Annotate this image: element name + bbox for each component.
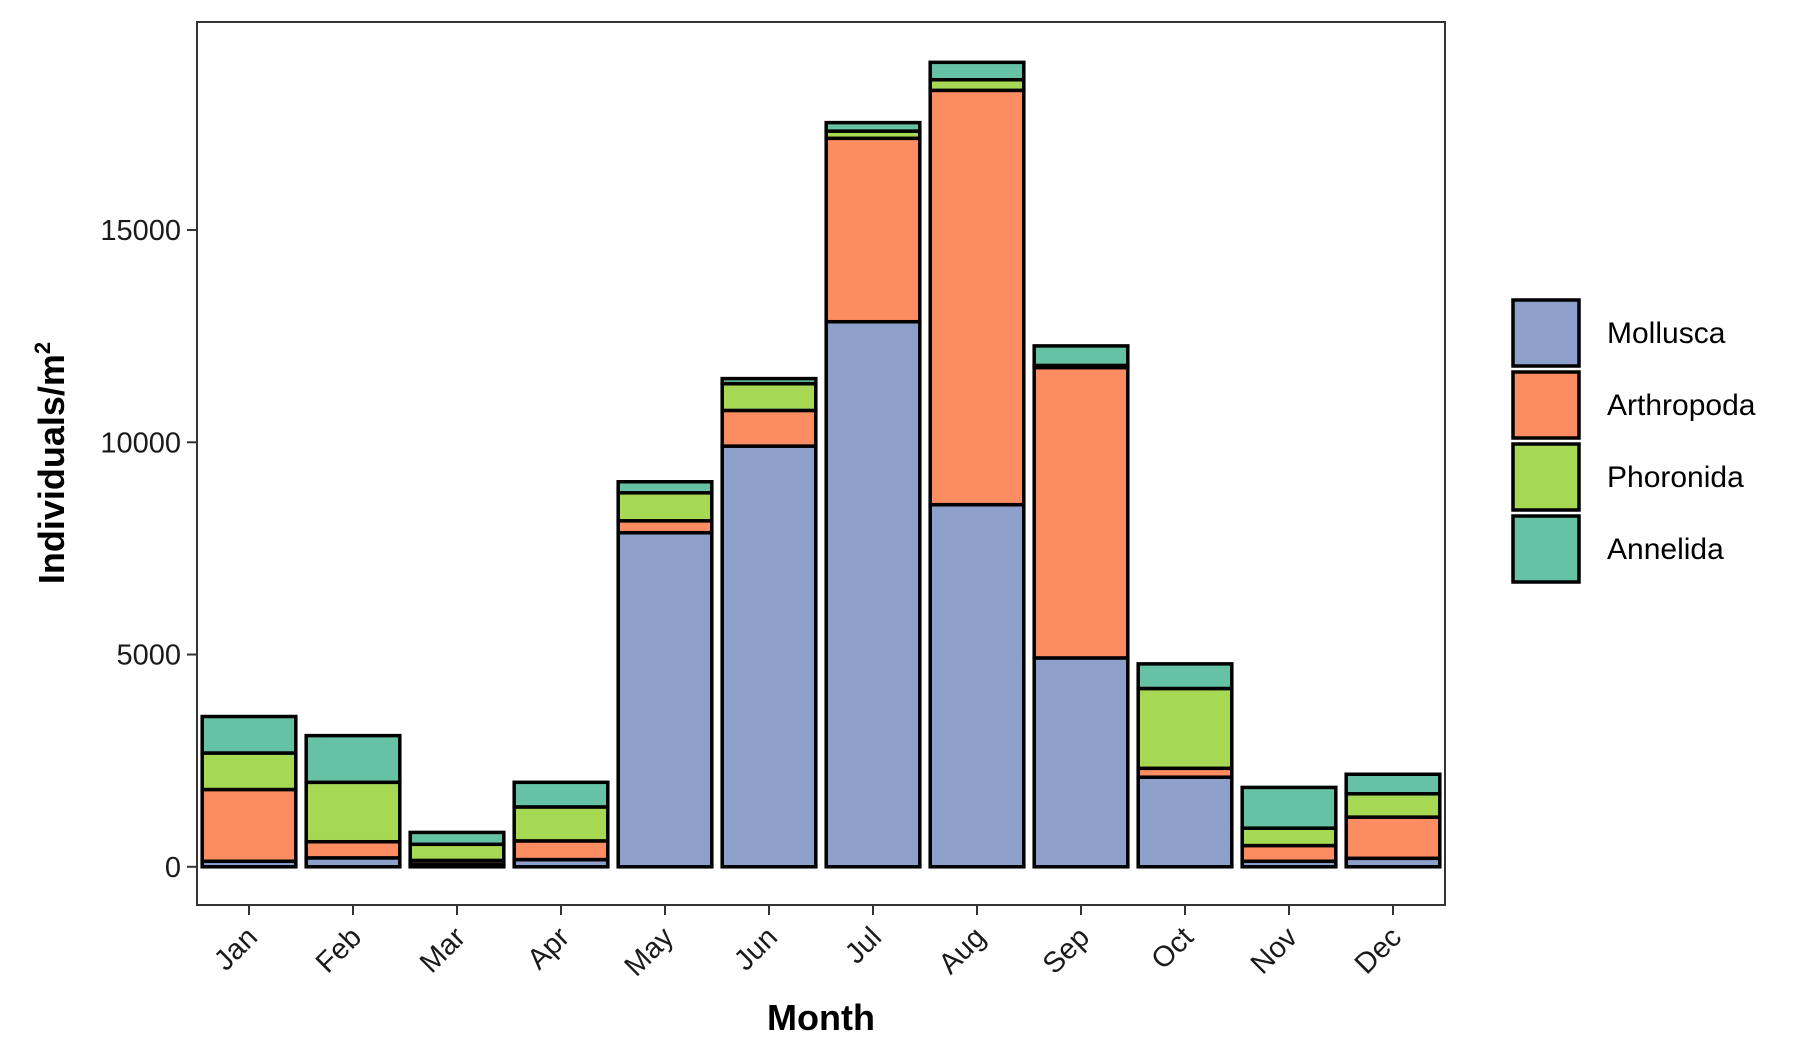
x-tick-label: Apr	[521, 921, 576, 976]
x-axis: Jan Feb Mar Apr May Jun Jul Aug Sep Oct Nov Dec	[208, 905, 1408, 983]
y-axis-title: Individuals/m2	[30, 342, 72, 584]
bar-segment-annelida-dec	[1344, 772, 1442, 796]
legend-key-annelida	[1511, 514, 1581, 584]
bar-segment-phoronida-apr	[512, 805, 610, 843]
bar-segment-arthropoda-may	[616, 519, 714, 535]
bar-segment-arthropoda-nov	[1240, 843, 1338, 864]
bar-segment-annelida-jun	[720, 376, 818, 386]
x-tick-label: Sep	[1037, 921, 1096, 980]
bar-segment-mollusca-may	[616, 530, 714, 869]
y-axis-title-text: Individuals/m	[31, 354, 72, 584]
bar-segment-arthropoda-aug	[928, 88, 1026, 507]
legend: Mollusca Arthropoda Phoronida Annelida	[1511, 298, 1756, 584]
bar-segment-phoronida-oct	[1136, 686, 1234, 771]
y-tick-label: 5000	[116, 640, 181, 672]
bar-segment-phoronida-may	[616, 491, 714, 523]
x-tick-label: Nov	[1245, 921, 1304, 980]
x-tick-label: Mar	[414, 921, 472, 979]
bar-segment-arthropoda-sep	[1032, 365, 1130, 660]
bar-segment-mollusca-jul	[824, 319, 922, 869]
x-tick-label: Jun	[728, 921, 784, 977]
bar-segment-annelida-nov	[1240, 785, 1338, 830]
bar-segment-annelida-oct	[1136, 662, 1234, 691]
legend-label-annelida: Annelida	[1607, 533, 1724, 566]
bar-segment-arthropoda-jul	[824, 136, 922, 324]
legend-key-phoronida	[1511, 442, 1581, 512]
bar-segment-mollusca-oct	[1136, 775, 1234, 869]
plot-panel-border	[196, 21, 1446, 906]
bar-segment-annelida-aug	[928, 60, 1026, 82]
legend-label-phoronida: Phoronida	[1607, 461, 1744, 494]
bar-segment-mollusca-sep	[1032, 656, 1130, 869]
legend-label-arthropoda: Arthropoda	[1607, 389, 1756, 422]
legend-label-mollusca: Mollusca	[1607, 317, 1726, 350]
x-tick-label: Aug	[933, 921, 992, 980]
bar-segment-arthropoda-feb	[304, 840, 402, 860]
y-tick-label: 0	[165, 852, 181, 884]
y-tick-label: 15000	[100, 215, 181, 247]
bar-segment-annelida-jan	[200, 714, 298, 755]
bar-segment-annelida-mar	[408, 830, 506, 847]
x-tick-label: May	[619, 921, 681, 983]
bar-segment-arthropoda-jun	[720, 408, 818, 448]
bar-segment-arthropoda-jan	[200, 787, 298, 864]
x-axis-title: Month	[767, 997, 875, 1038]
bars-layer	[200, 60, 1442, 869]
bar-segment-phoronida-mar	[408, 842, 506, 863]
bar-segment-arthropoda-dec	[1344, 815, 1442, 861]
x-tick-label: Oct	[1145, 921, 1200, 976]
x-tick-label: Feb	[310, 921, 368, 979]
y-axis: 0 5000 10000 15000	[100, 215, 197, 884]
bar-segment-phoronida-jun	[720, 381, 818, 413]
bar-segment-mollusca-aug	[928, 502, 1026, 869]
y-tick-label: 10000	[100, 427, 181, 459]
bar-segment-annelida-may	[616, 480, 714, 495]
bar-segment-mollusca-jun	[720, 444, 818, 869]
bar-segment-annelida-feb	[304, 733, 402, 785]
bar-segment-arthropoda-apr	[512, 839, 610, 862]
bar-segment-phoronida-nov	[1240, 826, 1338, 848]
bar-segment-annelida-sep	[1032, 344, 1130, 368]
bar-segment-annelida-jul	[824, 120, 922, 133]
bar-segment-phoronida-jan	[200, 751, 298, 792]
bar-segment-annelida-apr	[512, 780, 610, 809]
x-tick-label: Jul	[839, 921, 888, 970]
x-tick-label: Jan	[208, 921, 264, 977]
legend-key-arthropoda	[1511, 370, 1581, 440]
y-axis-title-superscript: 2	[30, 342, 55, 354]
x-tick-label: Dec	[1349, 921, 1408, 980]
bar-segment-phoronida-dec	[1344, 792, 1442, 819]
legend-key-mollusca	[1511, 298, 1581, 368]
bar-segment-phoronida-feb	[304, 780, 402, 844]
